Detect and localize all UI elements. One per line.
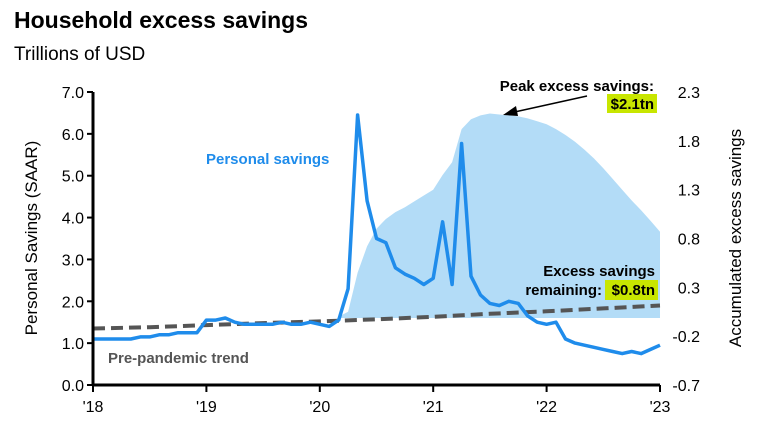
savings-line-layer	[93, 113, 661, 356]
chart-title: Household excess savings	[14, 7, 309, 33]
y-tick-label: 4.0	[62, 211, 84, 228]
axes-layer: 0.0 1.0 2.0 3.0 4.0 5.0 6.0 7.0 -0.7 -0.2 0.3 0.8 1.…	[62, 85, 700, 416]
excess-savings-area-layer	[338, 113, 660, 318]
chart-subtitle: Trillions of USD	[14, 44, 146, 65]
x-tick-label: '20	[309, 399, 330, 416]
y2-tick-label: 0.3	[678, 280, 700, 297]
y-axis-left-label: Personal Savings (SAAR)	[22, 141, 41, 336]
remaining-value-highlight	[605, 280, 658, 300]
y-tick-label: 5.0	[62, 169, 84, 186]
y-tick-label: 2.0	[62, 294, 84, 311]
y-axis-right-label: Accumulated excess savings	[726, 129, 745, 347]
y-tick-label: 0.0	[62, 378, 84, 395]
y2-tick-label: -0.7	[672, 378, 700, 395]
remaining-annotation-value: $0.8tn	[612, 282, 655, 299]
x-tick-label: '19	[196, 399, 217, 416]
y2-tick-label: -0.2	[672, 329, 700, 346]
personal-savings-line	[93, 113, 661, 356]
pre-pandemic-trend-label: Pre-pandemic trend	[108, 350, 249, 367]
peak-arrow-head	[503, 106, 518, 116]
y-tick-label: 6.0	[62, 127, 84, 144]
peak-annotation-label: Peak excess savings:	[500, 78, 654, 95]
x-tick-label: '18	[83, 399, 104, 416]
x-tick-label: '22	[536, 399, 557, 416]
trend-line-layer	[92, 303, 661, 331]
x-tick-label: '21	[423, 399, 444, 416]
y-tick-label: 3.0	[62, 252, 84, 269]
remaining-annotation-label-1: Excess savings	[543, 263, 655, 280]
y-tick-label: 7.0	[62, 85, 84, 102]
y-tick-label: 1.0	[62, 336, 84, 353]
y2-tick-label: 2.3	[678, 85, 700, 102]
personal-savings-label: Personal savings	[206, 151, 329, 168]
remaining-annotation-label-2: remaining:	[525, 282, 602, 299]
peak-arrow-line	[509, 95, 588, 114]
y2-tick-label: 1.3	[678, 183, 700, 200]
x-tick-label: '23	[650, 399, 671, 416]
y2-tick-label: 1.8	[678, 134, 700, 151]
pre-pandemic-trend-line	[92, 303, 661, 331]
y2-tick-label: 0.8	[678, 232, 700, 249]
excess-savings-area	[338, 113, 660, 318]
peak-annotation-value: $2.1tn	[611, 96, 654, 113]
peak-value-highlight	[607, 94, 657, 113]
